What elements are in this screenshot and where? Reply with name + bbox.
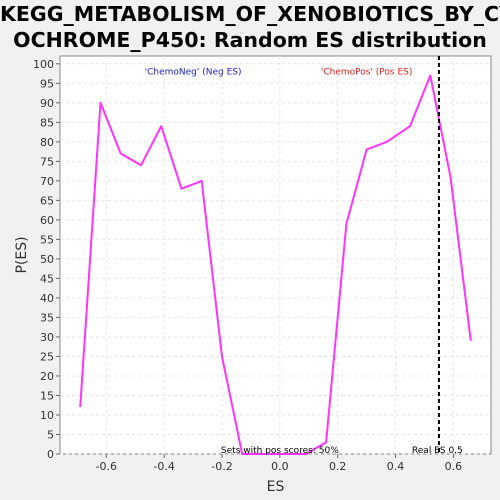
- y-tick-label: 95: [40, 77, 54, 90]
- chemopos-label: 'ChemoPos' (Pos ES): [321, 68, 413, 78]
- y-tick-label: 30: [40, 331, 54, 344]
- x-tick-label: -0.2: [211, 460, 232, 473]
- plot-area: [59, 55, 492, 455]
- y-tick-label: 35: [40, 311, 54, 324]
- y-tick-label: 85: [40, 116, 54, 129]
- y-axis-label: P(ES): [14, 236, 30, 273]
- y-tick-label: 10: [40, 409, 54, 422]
- x-tick-label: -0.6: [96, 460, 117, 473]
- real-es-label: Real ES 0.5: [412, 446, 463, 456]
- pos-scores-label: Sets with pos scores: 50%: [221, 446, 339, 456]
- x-tick-label: 0.6: [445, 460, 463, 473]
- x-tick-label: 0.0: [271, 460, 289, 473]
- y-tick-label: 55: [40, 233, 54, 246]
- y-tick-label: 25: [40, 350, 54, 363]
- y-tick-label: 45: [40, 272, 54, 285]
- y-tick-label: 65: [40, 194, 54, 207]
- y-tick-label: 40: [40, 292, 54, 305]
- y-tick-label: 80: [40, 136, 54, 149]
- chemoneg-label: 'ChemoNeg' (Neg ES): [145, 68, 242, 78]
- es-distribution-line: [79, 74, 472, 455]
- x-tick-label: -0.4: [153, 460, 174, 473]
- y-tick-label: 70: [40, 175, 54, 188]
- chart-title-line-2: OCHROME_P450: Random ES distribution: [13, 28, 487, 52]
- y-tick-label: 15: [40, 389, 54, 402]
- x-axis-label: ES: [267, 479, 285, 495]
- x-tick-label: 0.4: [387, 460, 405, 473]
- chart-title-line-1: KEGG_METABOLISM_OF_XENOBIOTICS_BY_CYT: [0, 2, 500, 26]
- y-tick-label: 50: [40, 253, 54, 266]
- y-tick-label: 100: [33, 58, 54, 71]
- y-tick-label: 60: [40, 214, 54, 227]
- x-tick-label: 0.2: [329, 460, 347, 473]
- y-tick-label: 5: [47, 428, 54, 441]
- y-tick-label: 20: [40, 370, 54, 383]
- y-tick-label: 90: [40, 97, 54, 110]
- y-tick-label: 75: [40, 155, 54, 168]
- chart-title: KEGG_METABOLISM_OF_XENOBIOTICS_BY_CYT OC…: [0, 0, 500, 53]
- y-tick-label: 0: [47, 448, 54, 461]
